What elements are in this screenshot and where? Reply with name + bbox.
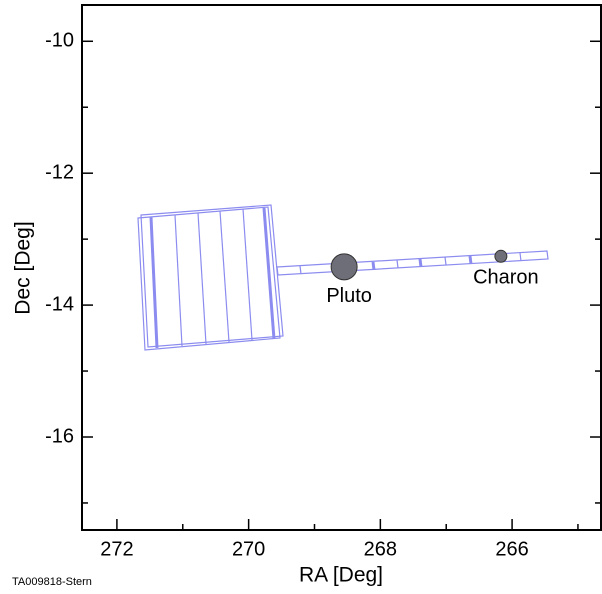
point (494, 249, 508, 263)
point-label: Charon (473, 267, 539, 289)
y-tick-label: -16 (45, 425, 74, 447)
footer: TA009818-Stern (12, 576, 92, 588)
x-tick-label: 266 (495, 538, 528, 560)
footprints (137, 204, 549, 351)
point-label: Pluto (326, 285, 372, 307)
y-axis-label: Dec [Deg] (12, 221, 35, 314)
footprint-line (242, 208, 253, 341)
footprint-line (174, 214, 183, 347)
x-axis-label: RA [Deg] (299, 564, 383, 587)
x-tick-label: 270 (232, 538, 265, 560)
footprint-square-edge (140, 204, 284, 348)
y-tick-label: -14 (45, 293, 74, 315)
footprint-line (519, 252, 522, 262)
footprint-line (371, 261, 376, 271)
x-tick-label: 272 (100, 538, 133, 560)
y-tick-label: -10 (45, 30, 74, 52)
footprint-line (444, 256, 447, 266)
footprint-strip (276, 250, 549, 276)
footprint-line (396, 259, 399, 269)
footprint-line (219, 210, 230, 343)
footprint-line (418, 258, 423, 268)
x-tick-label: 268 (364, 538, 397, 560)
footprint-line (299, 265, 302, 275)
plot-frame (81, 4, 602, 531)
point (330, 253, 358, 281)
footprint-line (262, 207, 276, 340)
footprint-line (468, 255, 473, 265)
footprint-line (197, 212, 207, 345)
footprint-line (149, 216, 159, 349)
footprint-square (137, 206, 281, 351)
y-tick-label: -12 (45, 161, 74, 183)
